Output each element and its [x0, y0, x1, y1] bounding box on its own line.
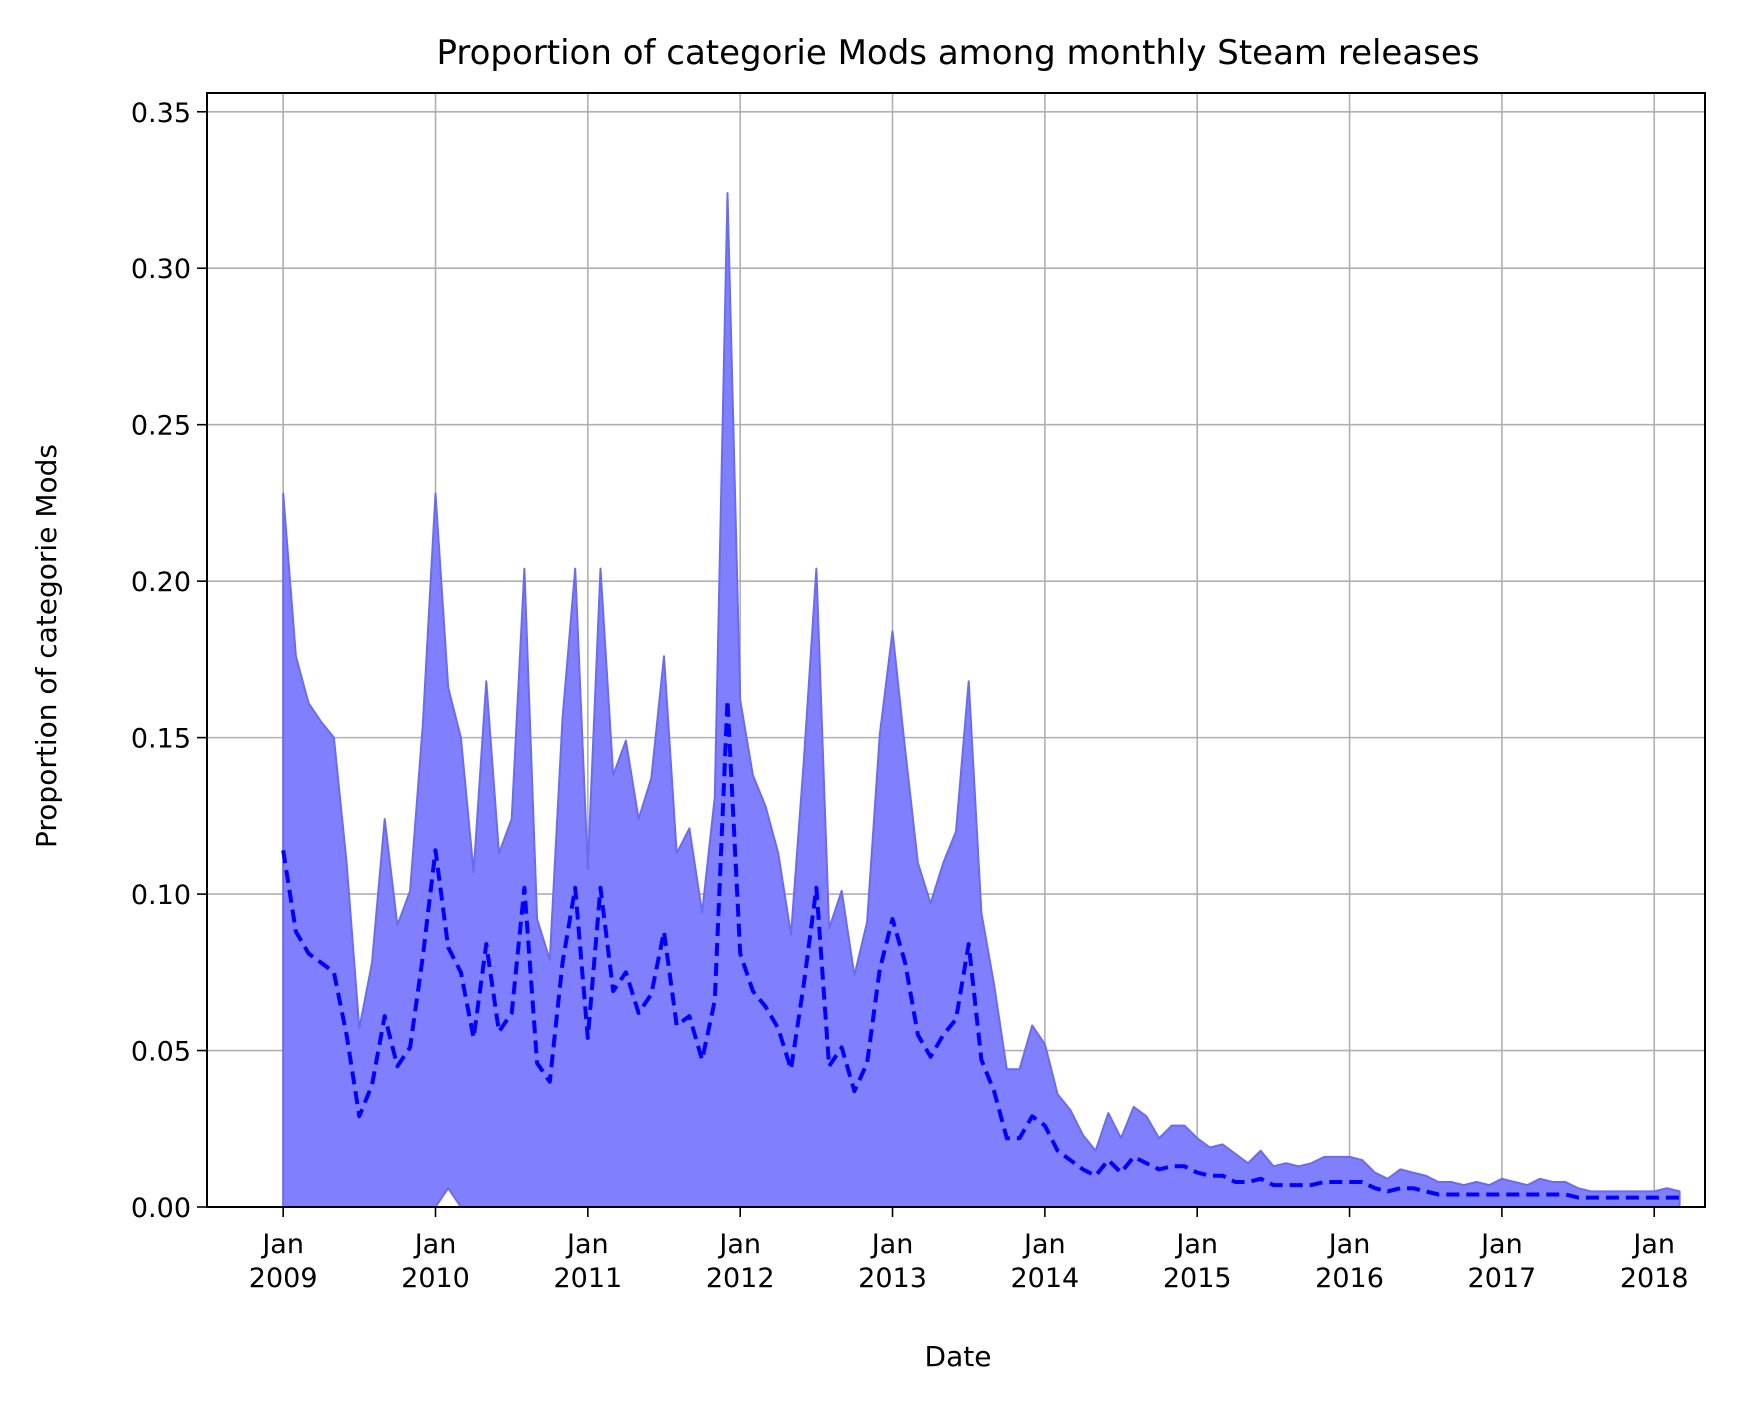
x-tick-label-9: Jan 2018: [1620, 1229, 1689, 1294]
y-tick-label-2: 0.10: [131, 880, 191, 911]
x-axis-label: Date: [925, 1340, 992, 1373]
y-tick-label-7: 0.35: [131, 98, 191, 129]
x-tick-label-0: Jan 2009: [249, 1229, 318, 1294]
y-axis-label: Proportion of categorie Mods: [30, 444, 63, 848]
y-tick-label-5: 0.25: [131, 411, 191, 442]
y-tick-label-0: 0.00: [131, 1193, 191, 1224]
x-tick-label-2: Jan 2011: [553, 1229, 622, 1294]
proportion-line: [281, 698, 1680, 1200]
y-tick-label-3: 0.15: [131, 724, 191, 755]
x-axis-ticks: Jan 2009 Jan 2010 Jan 2011 Jan 2012 Jan 2013 Jan 20…: [249, 1207, 1689, 1294]
x-tick-label-3: Jan 2012: [706, 1229, 775, 1294]
x-tick-label-4: Jan 2013: [858, 1229, 927, 1294]
x-tick-label-6: Jan 2015: [1163, 1229, 1232, 1294]
y-tick-label-6: 0.30: [131, 254, 191, 285]
x-tick-label-1: Jan 2010: [401, 1229, 470, 1294]
y-tick-label-1: 0.05: [131, 1037, 191, 1068]
x-tick-label-5: Jan 2014: [1011, 1229, 1080, 1294]
x-tick-label-8: Jan 2017: [1468, 1229, 1537, 1294]
y-axis-ticks: 0.00 0.05 0.10 0.15 0.20 0.25 0.30 0.35: [131, 98, 207, 1224]
proportion-line-path: [281, 698, 1680, 1200]
x-tick-label-7: Jan 2016: [1315, 1229, 1384, 1294]
plot-frame: [206, 92, 1706, 1208]
chart-title: Proportion of categorie Mods among month…: [436, 33, 1479, 73]
y-tick-label-4: 0.20: [131, 567, 191, 598]
